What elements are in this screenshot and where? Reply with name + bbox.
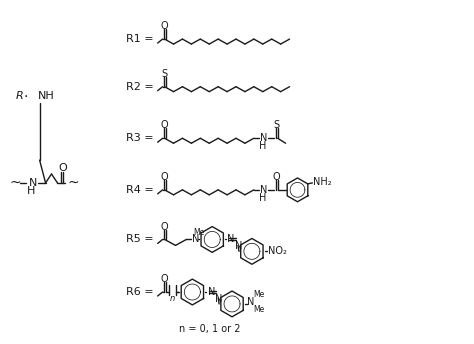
Text: R4 =: R4 = xyxy=(126,185,154,195)
Text: O: O xyxy=(161,222,168,232)
Text: O: O xyxy=(58,163,67,173)
Text: O: O xyxy=(273,172,281,182)
Text: N: N xyxy=(208,287,215,297)
Text: O: O xyxy=(161,274,168,284)
Text: R2 =: R2 = xyxy=(126,82,154,92)
Text: Me: Me xyxy=(253,305,264,314)
Text: N: N xyxy=(247,297,254,307)
Text: N: N xyxy=(191,235,199,245)
Text: .: . xyxy=(24,86,28,100)
Text: N: N xyxy=(228,235,235,245)
Text: R: R xyxy=(16,90,24,101)
Text: S: S xyxy=(162,69,168,79)
Text: NO₂: NO₂ xyxy=(268,246,287,256)
Text: S: S xyxy=(273,120,280,130)
Text: Me: Me xyxy=(253,290,264,299)
Text: R3 =: R3 = xyxy=(126,133,154,143)
Text: R5 =: R5 = xyxy=(126,235,154,245)
Text: ~: ~ xyxy=(10,176,22,190)
Text: NH₂: NH₂ xyxy=(313,177,332,187)
Text: N: N xyxy=(216,294,223,304)
Text: R6 =: R6 = xyxy=(126,287,154,297)
Text: Me: Me xyxy=(194,228,205,237)
Text: N: N xyxy=(260,185,267,195)
Text: N: N xyxy=(260,133,267,143)
Text: O: O xyxy=(161,21,168,31)
Text: O: O xyxy=(161,172,168,182)
Text: H: H xyxy=(259,141,266,151)
Text: N: N xyxy=(28,178,37,188)
Text: N: N xyxy=(235,241,243,251)
Text: NH: NH xyxy=(37,90,55,101)
Text: R1 =: R1 = xyxy=(126,34,154,44)
Text: ~: ~ xyxy=(67,176,79,190)
Text: n: n xyxy=(170,294,175,303)
Text: n = 0, 1 or 2: n = 0, 1 or 2 xyxy=(180,324,241,334)
Text: O: O xyxy=(161,120,168,130)
Text: H: H xyxy=(27,186,35,196)
Text: H: H xyxy=(259,193,266,203)
